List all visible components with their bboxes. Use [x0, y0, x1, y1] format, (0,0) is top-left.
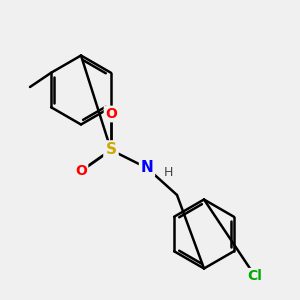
Text: S: S: [106, 142, 116, 158]
Text: O: O: [105, 107, 117, 121]
Text: N: N: [141, 160, 153, 175]
Text: Cl: Cl: [248, 269, 262, 283]
Text: H: H: [164, 166, 173, 179]
Text: O: O: [75, 164, 87, 178]
